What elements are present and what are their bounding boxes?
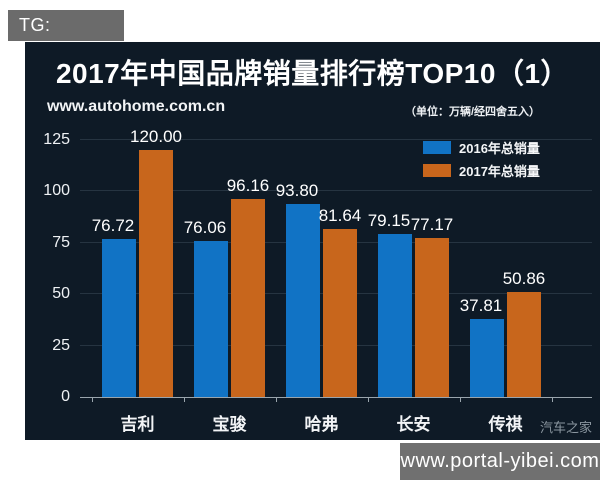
y-tick-label: 125 [43, 131, 70, 148]
tg-badge: TG: MYYJJPP [8, 10, 124, 66]
x-category-label: 吉利 [120, 415, 155, 434]
bar-2016-长安 [378, 234, 412, 397]
legend-item-2016: 2016年总销量 [423, 140, 540, 156]
source-url: www.autohome.com.cn [47, 98, 226, 115]
y-tick-label: 75 [52, 233, 70, 251]
value-label: 50.86 [502, 269, 546, 289]
value-label: 37.81 [459, 296, 503, 316]
legend-swatch-2016 [423, 141, 451, 154]
value-label: 93.80 [275, 181, 319, 201]
legend-swatch-2017 [423, 164, 451, 177]
value-label: 96.16 [226, 176, 270, 196]
value-label: 77.17 [410, 215, 454, 235]
legend-item-2017: 2017年总销量 [423, 163, 540, 179]
y-tick-label: 25 [52, 336, 70, 354]
chart-panel: 2017年中国品牌销量排行榜TOP10（1） www.autohome.com.… [25, 42, 600, 440]
legend-label-2017: 2017年总销量 [459, 164, 540, 179]
bar-2017-吉利 [139, 150, 173, 397]
value-label: 76.06 [183, 217, 227, 237]
x-axis-tick [551, 397, 553, 402]
unit-note: （单位：万辆/经四舍五入） [405, 106, 541, 118]
x-category-label: 哈弗 [304, 415, 339, 434]
watermark: 汽车之家 [539, 420, 592, 435]
x-category-label: 宝骏 [212, 415, 247, 434]
bar-2016-传祺 [470, 319, 504, 397]
bar-2016-吉利 [102, 239, 136, 397]
x-axis-tick [275, 397, 277, 402]
legend-label-2016: 2016年总销量 [459, 141, 540, 156]
value-label: 79.15 [367, 211, 411, 231]
bar-2016-哈弗 [286, 204, 320, 397]
gridline [80, 139, 592, 140]
bar-2017-长安 [415, 238, 449, 397]
bar-2017-哈弗 [323, 229, 357, 397]
chart-title: 2017年中国品牌销量排行榜TOP10（1） [55, 58, 570, 89]
legend: 2016年总销量 2017年总销量 [423, 140, 540, 186]
value-label: 81.64 [318, 206, 362, 226]
x-axis-line [80, 397, 592, 398]
x-axis-tick [459, 397, 461, 402]
x-axis-tick [367, 397, 369, 402]
bar-2017-宝骏 [231, 199, 265, 397]
bottom-url-box: www.portal-yibei.com [400, 443, 600, 480]
bar-2016-宝骏 [194, 240, 228, 397]
gridline [80, 190, 592, 192]
x-category-label: 长安 [396, 415, 431, 434]
x-axis-tick [183, 397, 185, 402]
x-axis-tick [91, 397, 93, 402]
y-tick-label: 0 [61, 388, 70, 405]
y-tick-label: 100 [43, 182, 70, 200]
value-label: 76.72 [91, 216, 135, 236]
x-category-label: 传祺 [488, 415, 523, 434]
bar-2017-传祺 [507, 292, 541, 397]
plot-area: 76.72 120.00 吉利 76.06 96.16 宝骏 93.80 81.64 哈弗 79.… [80, 127, 592, 434]
y-tick-label: 50 [52, 285, 70, 303]
value-label: 120.00 [130, 127, 182, 147]
